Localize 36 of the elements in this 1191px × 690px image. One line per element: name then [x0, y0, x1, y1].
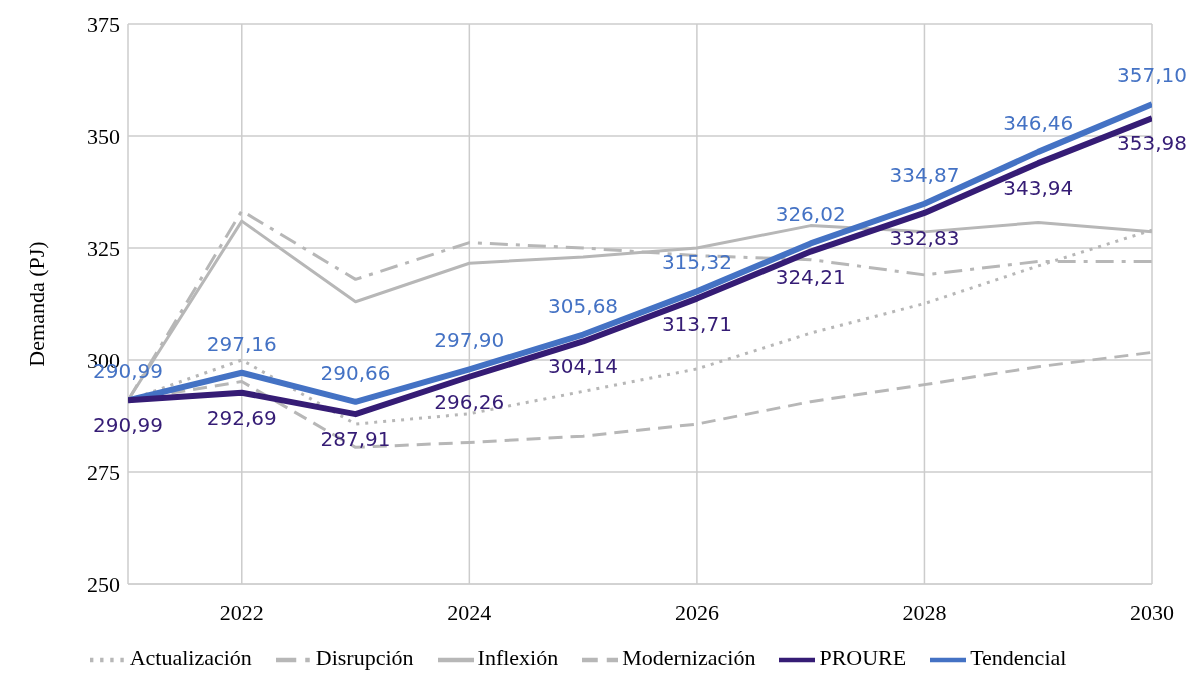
legend-label: Disrupción: [315, 645, 414, 671]
data-label: 290,99: [93, 413, 163, 438]
x-tick-label: 2028: [902, 599, 947, 625]
x-tick-label: 2026: [674, 599, 719, 625]
data-label: 305,68: [548, 293, 619, 318]
data-label: 324,21: [775, 264, 846, 289]
data-label: 297,16: [206, 331, 277, 356]
data-label: 357,10: [1117, 63, 1187, 88]
data-label: 315,32: [661, 250, 732, 275]
y-tick-label: 275: [87, 459, 120, 485]
legend-label: Tendencial: [970, 645, 1067, 671]
data-label: 313,71: [661, 311, 732, 336]
legend-label: Actualización: [129, 645, 252, 671]
x-tick-label: 2022: [219, 599, 264, 625]
data-label: 326,02: [775, 202, 846, 227]
data-label: 287,91: [320, 427, 391, 452]
data-label: 304,14: [548, 354, 619, 379]
data-label: 334,87: [889, 162, 960, 187]
y-tick-label: 325: [87, 235, 120, 261]
y-tick-label: 350: [87, 123, 120, 149]
data-label: 292,69: [206, 405, 277, 430]
data-label: 346,46: [1003, 110, 1074, 135]
data-label: 332,83: [889, 225, 960, 250]
y-axis-title: Demanda (PJ): [23, 241, 49, 367]
data-label: 296,26: [434, 389, 505, 414]
data-label: 353,98: [1117, 131, 1187, 156]
x-tick-label: 2024: [447, 599, 492, 625]
legend-label: Modernización: [622, 645, 756, 671]
y-tick-label: 375: [87, 11, 120, 37]
data-label: 343,94: [1003, 176, 1074, 201]
data-label: 290,66: [320, 360, 391, 385]
data-label: 297,90: [434, 328, 505, 353]
legend-label: PROURE: [819, 645, 907, 671]
x-tick-label: 2030: [1130, 599, 1174, 625]
legend-label: Inflexión: [477, 645, 559, 671]
y-tick-label: 250: [87, 571, 120, 597]
